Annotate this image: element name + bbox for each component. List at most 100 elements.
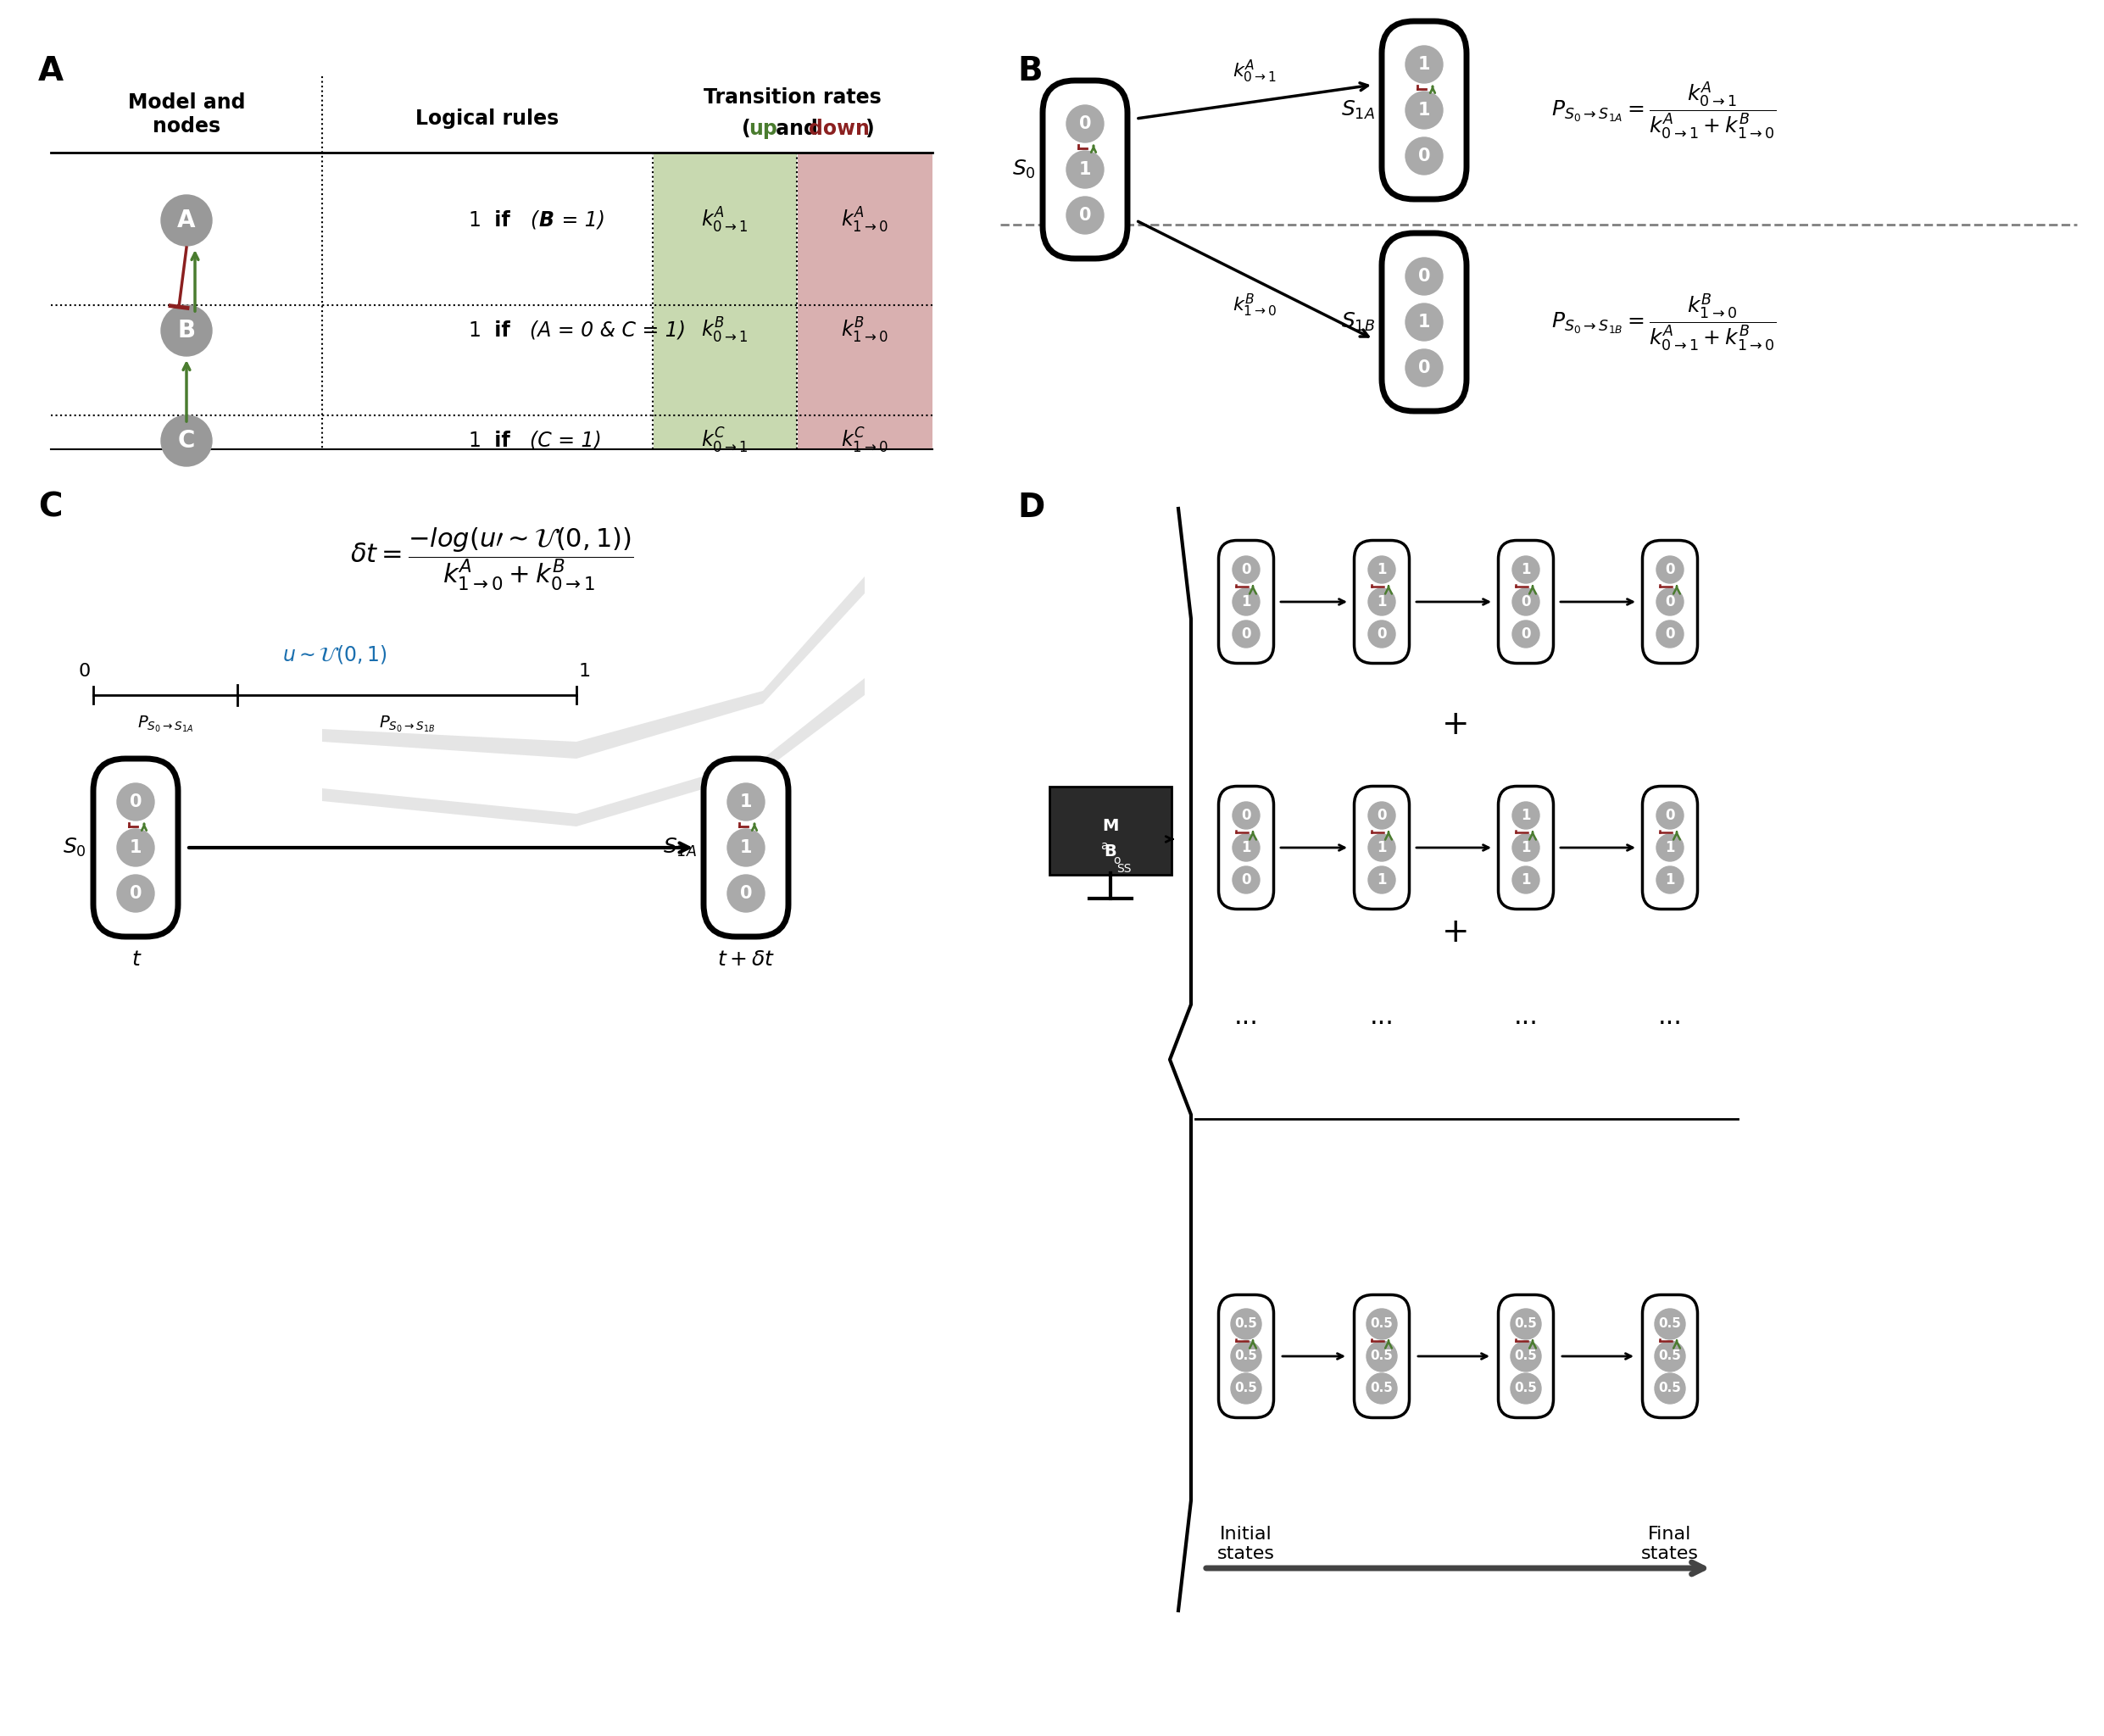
Text: Model and
nodes: Model and nodes — [128, 92, 246, 137]
Text: 0: 0 — [1664, 562, 1675, 578]
Circle shape — [1513, 620, 1540, 648]
Circle shape — [1656, 833, 1683, 861]
Circle shape — [1405, 257, 1443, 295]
Text: $k_{1\rightarrow 0}^B$: $k_{1\rightarrow 0}^B$ — [1233, 292, 1277, 319]
Text: 1: 1 — [1418, 314, 1431, 330]
Text: $\delta t = \dfrac{-log(u\prime \sim \mathcal{U}(0,1))}{k_{1\rightarrow 0}^A + k: $\delta t = \dfrac{-log(u\prime \sim \ma… — [349, 526, 633, 592]
Text: 0.5: 0.5 — [1658, 1382, 1681, 1394]
Text: A: A — [38, 56, 63, 87]
Text: 1: 1 — [1664, 840, 1675, 856]
FancyBboxPatch shape — [1218, 786, 1273, 910]
Text: 0.5: 0.5 — [1235, 1382, 1258, 1394]
Circle shape — [1067, 196, 1105, 234]
FancyBboxPatch shape — [1050, 786, 1172, 875]
Circle shape — [1513, 589, 1540, 615]
Circle shape — [162, 306, 213, 356]
Text: 0: 0 — [78, 663, 90, 681]
FancyBboxPatch shape — [93, 759, 179, 937]
Text: 0: 0 — [1664, 594, 1675, 609]
Circle shape — [1365, 1340, 1397, 1371]
Text: ...: ... — [1233, 1005, 1258, 1029]
Text: Initial
states: Initial states — [1218, 1526, 1275, 1562]
FancyBboxPatch shape — [1643, 786, 1698, 910]
Text: 1: 1 — [469, 210, 488, 231]
Text: 0.5: 0.5 — [1515, 1351, 1538, 1363]
Text: 0.5: 0.5 — [1658, 1351, 1681, 1363]
Text: down: down — [808, 118, 869, 139]
Text: (: ( — [530, 210, 539, 231]
Circle shape — [162, 194, 213, 247]
FancyBboxPatch shape — [797, 153, 932, 450]
Circle shape — [1513, 866, 1540, 894]
Circle shape — [1654, 1340, 1685, 1371]
Text: $S_{1A}$: $S_{1A}$ — [1340, 99, 1376, 122]
FancyBboxPatch shape — [1355, 540, 1410, 663]
Text: $k_{0\rightarrow 1}^A$: $k_{0\rightarrow 1}^A$ — [1233, 59, 1277, 85]
Circle shape — [1654, 1309, 1685, 1338]
Circle shape — [1405, 137, 1443, 175]
FancyBboxPatch shape — [1218, 1295, 1273, 1418]
Text: $P_{S_0 \rightarrow S_{1A}} = \dfrac{k_{0\rightarrow 1}^A}{k_{0\rightarrow 1}^A : $P_{S_0 \rightarrow S_{1A}} = \dfrac{k_{… — [1551, 80, 1776, 141]
Text: if: if — [488, 431, 518, 451]
Text: 1: 1 — [579, 663, 591, 681]
Text: 1: 1 — [741, 838, 751, 856]
Text: 0: 0 — [1241, 871, 1252, 887]
Circle shape — [1233, 802, 1260, 830]
Text: D: D — [1016, 491, 1044, 524]
Circle shape — [1368, 866, 1395, 894]
FancyBboxPatch shape — [1498, 1295, 1553, 1418]
Text: ...: ... — [1370, 1005, 1395, 1029]
Text: 0: 0 — [1079, 207, 1092, 224]
Text: 0.5: 0.5 — [1370, 1382, 1393, 1394]
Circle shape — [1233, 833, 1260, 861]
Text: 1: 1 — [1241, 840, 1252, 856]
Text: 1: 1 — [1664, 871, 1675, 887]
Text: 0: 0 — [1521, 594, 1532, 609]
Circle shape — [1656, 589, 1683, 615]
Text: 0.5: 0.5 — [1235, 1318, 1258, 1330]
Text: 1: 1 — [1521, 840, 1532, 856]
FancyBboxPatch shape — [1355, 786, 1410, 910]
Circle shape — [1513, 802, 1540, 830]
Text: 0: 0 — [1664, 627, 1675, 642]
Text: $S_0$: $S_0$ — [63, 837, 86, 859]
Text: $S_{1B}$: $S_{1B}$ — [1340, 311, 1376, 333]
Text: $k_{0\rightarrow 1}^{C}$: $k_{0\rightarrow 1}^{C}$ — [701, 427, 749, 455]
Text: and: and — [768, 118, 825, 139]
Text: 0: 0 — [1664, 807, 1675, 823]
Text: $S_{1A}$: $S_{1A}$ — [663, 837, 696, 859]
Text: if: if — [488, 210, 518, 231]
FancyBboxPatch shape — [1498, 540, 1553, 663]
Text: B: B — [539, 210, 553, 231]
Text: 0: 0 — [130, 793, 141, 811]
Circle shape — [1067, 151, 1105, 187]
Text: $k_{1\rightarrow 0}^{A}$: $k_{1\rightarrow 0}^{A}$ — [842, 207, 888, 234]
Text: ): ) — [865, 118, 873, 139]
Text: $P_{S_0 \rightarrow S_{1B}}$: $P_{S_0 \rightarrow S_{1B}}$ — [379, 713, 436, 734]
Circle shape — [1233, 556, 1260, 583]
Circle shape — [1511, 1309, 1540, 1338]
Circle shape — [1513, 556, 1540, 583]
Circle shape — [118, 830, 154, 866]
Text: 1: 1 — [1376, 871, 1387, 887]
Circle shape — [1654, 1373, 1685, 1404]
Text: $P_{S_0 \rightarrow S_{1A}}$: $P_{S_0 \rightarrow S_{1A}}$ — [137, 713, 194, 734]
FancyBboxPatch shape — [1355, 1295, 1410, 1418]
FancyBboxPatch shape — [1218, 540, 1273, 663]
Circle shape — [162, 415, 213, 467]
Text: 0.5: 0.5 — [1235, 1351, 1258, 1363]
Text: 1: 1 — [1079, 161, 1092, 179]
Text: o: o — [1113, 854, 1121, 866]
FancyBboxPatch shape — [1044, 80, 1128, 259]
Text: ...: ... — [1658, 1005, 1683, 1029]
Text: C: C — [38, 491, 63, 524]
Circle shape — [1368, 589, 1395, 615]
Text: 1: 1 — [1418, 56, 1431, 73]
Text: 0: 0 — [130, 885, 141, 903]
Text: M: M — [1102, 818, 1119, 835]
Text: 1: 1 — [1376, 840, 1387, 856]
Text: Transition rates: Transition rates — [703, 87, 882, 108]
Circle shape — [1368, 802, 1395, 830]
Text: 0.5: 0.5 — [1370, 1318, 1393, 1330]
Text: (C = 1): (C = 1) — [530, 431, 602, 451]
